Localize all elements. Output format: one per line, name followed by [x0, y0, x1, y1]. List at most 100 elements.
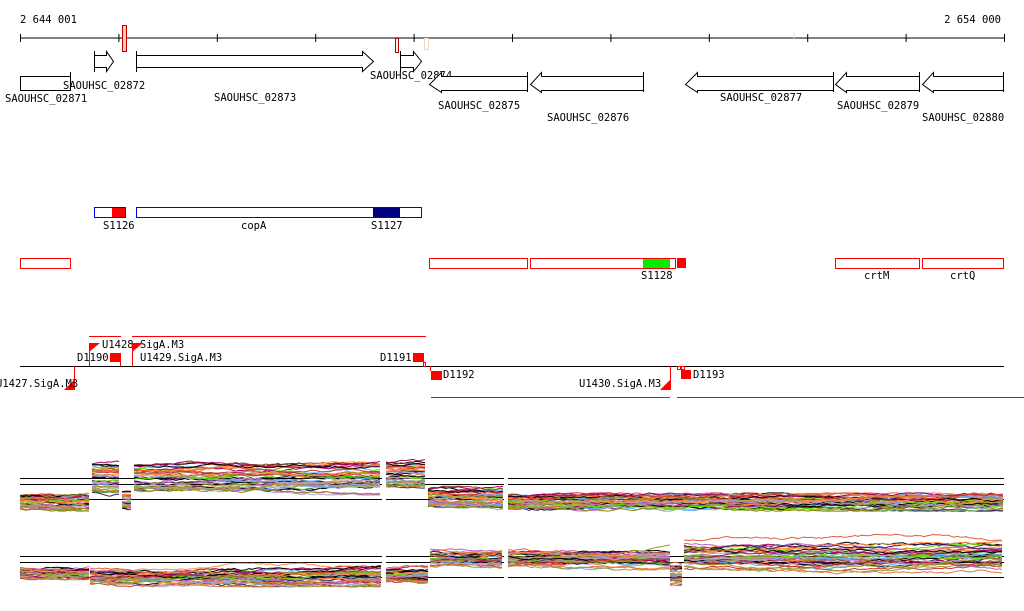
feature-label: S1128 [641, 270, 673, 282]
expression-trace [385, 569, 429, 575]
gene-SAOUHSC_02874[interactable]: SAOUHSC_02874 [370, 50, 452, 82]
expression-trace [385, 458, 426, 464]
expression-trace [507, 551, 671, 558]
expression-trace [427, 502, 504, 511]
gene-label: SAOUHSC_02875 [438, 100, 520, 112]
promoter-label: U1430.SigA.M3 [579, 378, 661, 390]
expression-trace [20, 494, 90, 501]
expression-trace [683, 533, 1003, 542]
expression-trace [91, 485, 120, 489]
expression-trace [385, 484, 426, 489]
expression-trace [683, 540, 1002, 553]
expression-trace [91, 479, 119, 482]
expression-trace [133, 470, 381, 478]
expression-trace [669, 579, 683, 582]
gene-SAOUHSC_02876[interactable]: SAOUHSC_02876 [529, 71, 644, 124]
gene-track: SAOUHSC_02871 SAOUHSC_02872 SAOUHSC_0287… [5, 49, 1004, 124]
expression-trace [89, 562, 382, 574]
feature-label: crtM [864, 270, 889, 282]
expression-trace [385, 578, 429, 584]
feature-box[interactable] [530, 258, 676, 269]
expression-trace [385, 572, 429, 577]
expression-trace [669, 572, 682, 575]
feature-label: crtQ [950, 270, 975, 282]
gene-SAOUHSC_02875[interactable]: SAOUHSC_02875 [428, 71, 528, 112]
ruler-end-label: 2 654 000 [944, 14, 1001, 26]
expression-trace [133, 463, 381, 474]
feature-S1127[interactable] [373, 208, 400, 217]
gene-label: SAOUHSC_02872 [63, 80, 145, 92]
coordinate-ruler: 2 644 001 2 654 000 [20, 14, 1005, 53]
expression-trace [133, 480, 381, 493]
feature-S1126[interactable] [94, 207, 126, 218]
gene-SAOUHSC_02877[interactable]: SAOUHSC_02877 [684, 71, 834, 104]
feature-crtM[interactable] [835, 258, 920, 269]
expression-trace [507, 492, 1004, 499]
marker-pale[interactable] [424, 38, 429, 50]
marker-red[interactable] [122, 25, 127, 52]
terminator-label: D1193 [693, 369, 725, 381]
expression-trace [385, 473, 426, 477]
expression-trace [427, 490, 504, 496]
feature-S1128[interactable] [643, 259, 670, 268]
promoter-arrow-icon[interactable] [132, 343, 143, 352]
terminator-label: D1191 [380, 352, 412, 364]
marker-red[interactable] [395, 38, 399, 53]
terminator-icon[interactable] [413, 353, 424, 362]
expression-trace [121, 503, 132, 506]
expression-trace [507, 555, 671, 566]
expression-trace [91, 468, 120, 472]
gene-label: SAOUHSC_02871 [5, 93, 87, 105]
gene-SAOUHSC_02872[interactable]: SAOUHSC_02872 [63, 49, 145, 92]
gene-SAOUHSC_02880[interactable]: SAOUHSC_02880 [921, 71, 1004, 124]
terminator-icon[interactable] [681, 370, 691, 379]
expression-trace [683, 562, 1003, 573]
expression-trace [385, 481, 426, 486]
expression-trace [683, 549, 1003, 563]
feature-label: S1126 [103, 220, 135, 232]
promoter-arrow-icon[interactable] [89, 343, 100, 352]
expression-trace [683, 557, 1003, 567]
terminator-label: D1192 [443, 369, 475, 381]
terminator-icon[interactable] [431, 371, 442, 380]
feature-crtQ[interactable] [922, 258, 1004, 269]
promoter-arrow-icon[interactable] [64, 380, 74, 390]
expression-trace [507, 495, 1004, 507]
feature-copA[interactable] [136, 207, 422, 218]
expression-trace [429, 557, 503, 564]
gene-label: SAOUHSC_02879 [837, 100, 919, 112]
expression-trace [91, 481, 120, 484]
expression-trace [669, 570, 683, 573]
expression-trace [89, 570, 382, 577]
expression-trace [427, 493, 504, 499]
expression-trace [92, 464, 120, 467]
gene-SAOUHSC_02879[interactable]: SAOUHSC_02879 [834, 71, 920, 112]
feature-box[interactable] [677, 258, 686, 268]
feature-box[interactable] [429, 258, 528, 269]
expression-trace [669, 583, 683, 587]
expression-trace [19, 498, 90, 504]
expression-trace [121, 507, 132, 511]
expression-trace [507, 559, 671, 566]
gene-label: SAOUHSC_02874 [370, 70, 452, 82]
expression-trace [19, 572, 90, 577]
expression-trace [385, 476, 426, 481]
expression-trace [121, 493, 132, 496]
expression-trace [683, 551, 1003, 561]
expression-trace [91, 482, 120, 485]
expression-trace [89, 579, 382, 588]
expression-trace [508, 548, 671, 556]
terminator-icon[interactable] [110, 353, 121, 362]
feature-box[interactable] [20, 258, 71, 269]
gene-SAOUHSC_02873[interactable]: SAOUHSC_02873 [136, 50, 375, 104]
expression-trace [428, 494, 504, 502]
expression-trace [385, 564, 429, 569]
gene-SAOUHSC_02871[interactable]: SAOUHSC_02871 [5, 72, 87, 105]
promoter-arrow-icon[interactable] [660, 380, 670, 390]
expression-trace [91, 460, 120, 465]
promoter-label: U1429.SigA.M3 [140, 352, 222, 364]
expression-trace [386, 462, 426, 467]
feature-S1126-fill [112, 208, 125, 217]
promoter-track: U1427.SigA.M3 U1428.SigA.M3 U1429.SigA.M… [0, 336, 1024, 398]
gene-label: SAOUHSC_02877 [720, 92, 802, 104]
